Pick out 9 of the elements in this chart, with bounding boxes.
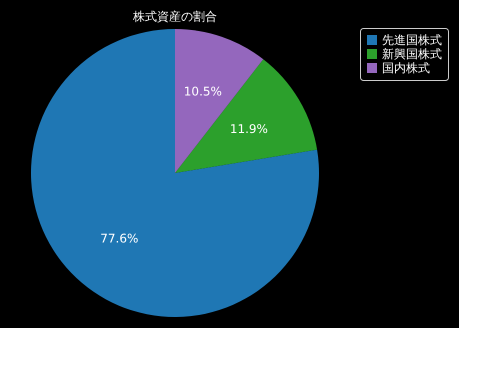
legend-label: 新興国株式 — [382, 47, 442, 61]
pie-slice — [31, 29, 319, 317]
legend-label: 先進国株式 — [382, 33, 442, 47]
data-label: 11.9% — [230, 122, 268, 136]
data-label: 10.5% — [184, 84, 222, 99]
data-label: 77.6% — [100, 232, 138, 246]
chart-title: 株式資産の割合 — [132, 10, 217, 24]
legend-label: 国内株式 — [382, 61, 430, 75]
pie-slice — [175, 59, 318, 173]
